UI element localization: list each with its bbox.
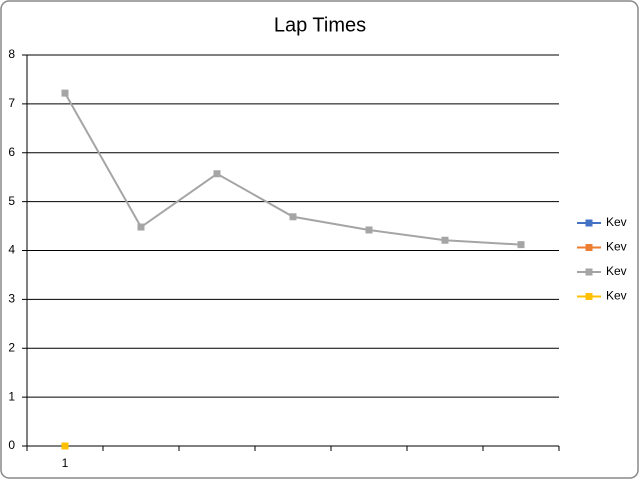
y-tick-label: 3 bbox=[8, 292, 15, 306]
x-tick-label: 1 bbox=[62, 456, 69, 470]
point-marker bbox=[517, 241, 525, 249]
y-tick-label: 6 bbox=[8, 145, 15, 159]
point-marker bbox=[213, 170, 221, 178]
point-marker bbox=[137, 223, 145, 231]
legend-label: Kev bbox=[606, 264, 627, 278]
y-tick-label: 4 bbox=[8, 243, 15, 257]
legend-marker bbox=[585, 268, 593, 276]
legend-marker bbox=[585, 244, 593, 251]
legend-marker bbox=[585, 293, 593, 300]
point-marker bbox=[365, 226, 373, 234]
point-marker bbox=[61, 442, 69, 450]
y-tick-label: 7 bbox=[8, 96, 15, 110]
point-marker bbox=[289, 213, 297, 221]
legend-label: Kev bbox=[606, 289, 627, 303]
y-tick-label: 5 bbox=[8, 194, 15, 208]
legend-label: Kev bbox=[606, 215, 627, 229]
y-tick-label: 0 bbox=[8, 438, 15, 452]
legend-label: Kev bbox=[606, 240, 627, 254]
y-tick-label: 1 bbox=[8, 389, 15, 403]
legend-marker bbox=[585, 219, 593, 227]
y-tick-label: 2 bbox=[8, 340, 15, 354]
point-marker bbox=[441, 236, 449, 244]
chart-title: Lap Times bbox=[274, 14, 366, 36]
y-tick-label: 8 bbox=[8, 47, 15, 61]
point-marker bbox=[61, 89, 69, 97]
